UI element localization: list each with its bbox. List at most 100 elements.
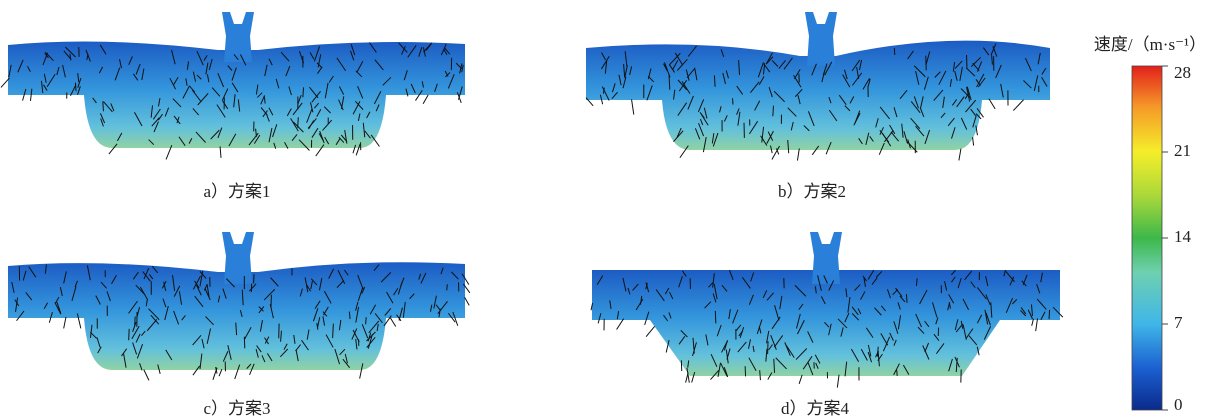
arrow [29, 88, 33, 101]
velocity-field [8, 41, 465, 149]
arrow [194, 295, 204, 308]
arrow [111, 274, 117, 284]
arrow [1035, 318, 1039, 332]
arrow [383, 315, 392, 327]
arrow [222, 100, 229, 110]
arrow [293, 121, 304, 133]
arrow [713, 75, 716, 87]
arrow [723, 115, 728, 122]
arrow [722, 72, 727, 85]
arrow [736, 85, 744, 95]
arrow [674, 52, 683, 65]
arrow [815, 362, 819, 369]
arrow [922, 345, 930, 360]
arrow [807, 111, 815, 127]
arrow [645, 325, 656, 338]
arrow [357, 113, 361, 121]
arrow [602, 87, 605, 94]
panel-c: c）方案3 [8, 232, 471, 418]
panel-b: b）方案2 [585, 12, 1050, 201]
arrow [1012, 299, 1018, 305]
arrow [311, 127, 319, 138]
arrow [1031, 318, 1034, 326]
arrow [64, 46, 76, 58]
arrow [211, 87, 221, 97]
arrow [1030, 304, 1033, 316]
arrow [165, 349, 173, 361]
arrow [618, 74, 622, 86]
arrow [210, 129, 220, 140]
arrow [455, 62, 463, 70]
arrow [199, 271, 207, 279]
arrow [879, 106, 891, 120]
arrow [680, 329, 688, 338]
arrow [915, 125, 925, 137]
arrow [228, 133, 237, 147]
arrow [645, 282, 650, 293]
arrow [765, 52, 773, 65]
arrow [322, 316, 326, 326]
arrow [429, 304, 433, 312]
arrow [840, 327, 844, 337]
arrow [865, 132, 870, 146]
arrow [325, 334, 334, 348]
arrow [398, 307, 403, 321]
arrow [713, 283, 718, 300]
arrow [685, 372, 689, 383]
arrow [748, 294, 754, 305]
arrow [970, 56, 982, 67]
arrow [910, 117, 921, 129]
arrow [875, 118, 879, 128]
arrow [420, 272, 427, 284]
arrow [919, 289, 928, 305]
arrow [132, 342, 138, 355]
arrow [132, 73, 139, 81]
arrow [106, 291, 111, 302]
arrow [960, 117, 968, 130]
arrow [337, 270, 346, 284]
arrow [867, 78, 871, 87]
arrow [774, 305, 780, 321]
arrow [915, 278, 918, 286]
arrow [968, 335, 978, 346]
arrow [1003, 269, 1006, 277]
arrow [99, 113, 106, 124]
arrow [698, 122, 705, 137]
arrow [851, 313, 860, 321]
arrow [957, 277, 962, 289]
arrow [131, 325, 140, 340]
arrow [676, 59, 688, 71]
arrow [949, 79, 952, 87]
arrow [687, 95, 694, 110]
arrow [915, 70, 920, 85]
arrow [310, 281, 313, 290]
arrow [114, 67, 121, 81]
arrow [266, 353, 273, 362]
arrow [401, 46, 406, 55]
arrow [63, 50, 72, 60]
arrow [217, 127, 223, 139]
arrow [185, 78, 188, 86]
arrow [977, 61, 983, 72]
arrow [759, 370, 761, 381]
arrow [686, 367, 690, 383]
arrow [647, 68, 652, 80]
arrow [384, 308, 392, 316]
arrow [771, 60, 779, 67]
arrow [317, 317, 321, 328]
arrow [596, 275, 604, 286]
arrow [765, 56, 774, 65]
arrow [46, 73, 56, 88]
arrow [765, 348, 768, 362]
arrow [952, 61, 956, 72]
arrow [787, 140, 790, 154]
arrow [365, 317, 367, 325]
arrow [623, 64, 626, 78]
arrow [194, 280, 200, 289]
arrow [750, 272, 755, 282]
arrow [836, 374, 840, 388]
arrow [27, 65, 31, 72]
arrow [732, 309, 739, 324]
arrow [302, 87, 305, 98]
arrow [1048, 309, 1051, 320]
